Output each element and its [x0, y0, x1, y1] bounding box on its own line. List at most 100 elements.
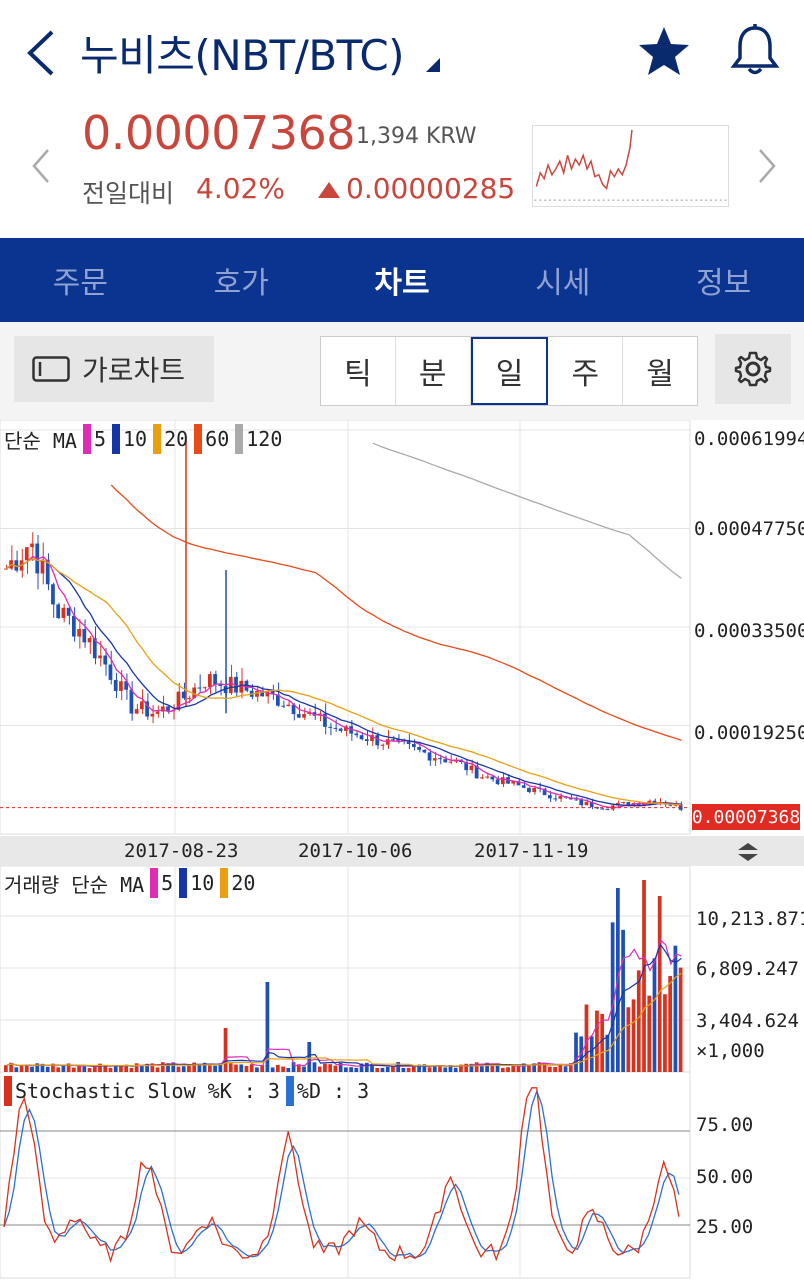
volume-bar — [291, 1062, 296, 1072]
volume-bar — [464, 1063, 469, 1072]
favorite-star-icon[interactable] — [636, 24, 692, 80]
candle-body — [626, 802, 631, 806]
volume-bar — [35, 1063, 40, 1072]
moving-average-line — [6, 555, 682, 809]
tab-info[interactable]: 정보 — [695, 266, 752, 301]
landscape-chart-button[interactable]: 가로차트 — [14, 336, 214, 402]
candle-body — [474, 765, 479, 779]
candle-body — [516, 781, 521, 786]
date-label: 2017-11-19 — [474, 840, 589, 862]
candle-body — [296, 714, 301, 718]
candle-body — [668, 804, 673, 806]
volume-bar — [218, 1063, 223, 1072]
volume-bar — [480, 1066, 484, 1072]
candle-body — [558, 796, 563, 799]
resize-handle-icon[interactable] — [736, 840, 760, 864]
volume-bar — [82, 1066, 87, 1072]
volume-bar — [213, 1065, 217, 1072]
price-candlestick-chart[interactable] — [0, 420, 804, 836]
volume-bar — [385, 1066, 390, 1072]
coin-header: 누비츠(NBT/BTC) 0.00007368 1,394 KRW 전일대비 4… — [0, 0, 804, 238]
volume-bar — [349, 1067, 353, 1072]
volume-bar — [485, 1062, 489, 1072]
volume-bar — [364, 1062, 369, 1072]
stochastic-legend: Stochastic Slow %K : 3 %D : 3 — [4, 1076, 369, 1106]
volume-bar — [548, 1066, 552, 1072]
stochastic-chart[interactable] — [0, 1072, 804, 1280]
prev-coin-icon[interactable] — [30, 146, 54, 186]
candle-body — [260, 690, 265, 697]
volume-bar — [328, 1064, 333, 1072]
vol-ma5-swatch — [150, 868, 159, 898]
date-axis-bar — [0, 836, 804, 866]
volume-axis-label: 6,809.247 — [696, 958, 799, 980]
candle-body — [213, 674, 217, 685]
candle-body — [202, 687, 207, 689]
volume-bar — [45, 1066, 50, 1072]
volume-bar — [673, 945, 678, 1072]
candle-body — [417, 746, 421, 750]
period-minute[interactable]: 분 — [396, 337, 471, 405]
volume-bar — [302, 1066, 306, 1072]
next-coin-icon[interactable] — [754, 146, 778, 186]
tab-chart[interactable]: 차트 — [374, 266, 430, 301]
ma20-label: 20 — [164, 427, 189, 451]
candle-body — [422, 749, 427, 753]
volume-legend-label: 거래량 단순 MA — [4, 872, 145, 897]
period-tick[interactable]: 틱 — [321, 337, 396, 405]
candle-body — [61, 607, 66, 619]
candle-body — [354, 733, 359, 736]
notification-bell-icon[interactable] — [728, 22, 782, 78]
volume-chart[interactable] — [0, 866, 804, 1072]
tab-order[interactable]: 주문 — [52, 266, 108, 301]
coin-title[interactable]: 누비츠(NBT/BTC) — [80, 31, 405, 80]
period-day[interactable]: 일 — [470, 337, 549, 405]
volume-bar — [312, 1062, 317, 1072]
candle-body — [51, 584, 55, 605]
candle-body — [412, 744, 416, 747]
volume-bar — [286, 1067, 291, 1072]
volume-bar — [527, 1064, 531, 1072]
volume-bar — [495, 1063, 500, 1072]
volume-bar — [663, 994, 667, 1072]
period-selector: 틱 분 일 주 월 — [320, 336, 698, 406]
candle-body — [134, 709, 139, 714]
candle-body — [511, 781, 516, 784]
volume-bar — [155, 1067, 160, 1072]
candle-body — [480, 777, 484, 779]
back-arrow-icon[interactable] — [22, 28, 62, 78]
volume-unit-label: ×1,000 — [696, 1040, 765, 1062]
tab-orderbook[interactable]: 호가 — [213, 266, 269, 301]
volume-bar — [642, 880, 646, 1072]
volume-bar — [532, 1063, 537, 1072]
volume-bar — [490, 1064, 495, 1072]
tab-market-price[interactable]: 시세 — [535, 266, 591, 301]
candle-body — [485, 776, 489, 778]
candle-body — [145, 701, 149, 717]
volume-bar — [244, 1065, 249, 1072]
candle-body — [600, 808, 605, 810]
gear-icon — [734, 351, 772, 387]
period-week[interactable]: 주 — [548, 337, 624, 405]
volume-bar — [474, 1062, 479, 1072]
volume-bar — [129, 1067, 134, 1072]
chart-settings-button[interactable] — [715, 334, 791, 404]
volume-bar — [61, 1065, 66, 1072]
volume-bar — [166, 1063, 170, 1072]
stoch-axis-label: 75.00 — [696, 1114, 754, 1136]
stochastic-k-line — [3, 1087, 680, 1264]
candle-body — [469, 765, 474, 771]
candle-body — [72, 615, 76, 637]
candle-body — [98, 655, 102, 659]
vol-ma5-label: 5 — [161, 871, 174, 895]
volume-bar — [87, 1067, 92, 1072]
volume-bar — [600, 1013, 605, 1072]
candle-body — [166, 706, 170, 711]
volume-bar — [150, 1063, 155, 1072]
volume-bar — [469, 1063, 474, 1072]
volume-bar — [568, 1063, 573, 1072]
dropdown-caret-icon[interactable] — [426, 58, 440, 72]
volume-bar — [296, 1064, 301, 1072]
period-month[interactable]: 월 — [646, 357, 674, 392]
candle-body — [239, 680, 244, 693]
